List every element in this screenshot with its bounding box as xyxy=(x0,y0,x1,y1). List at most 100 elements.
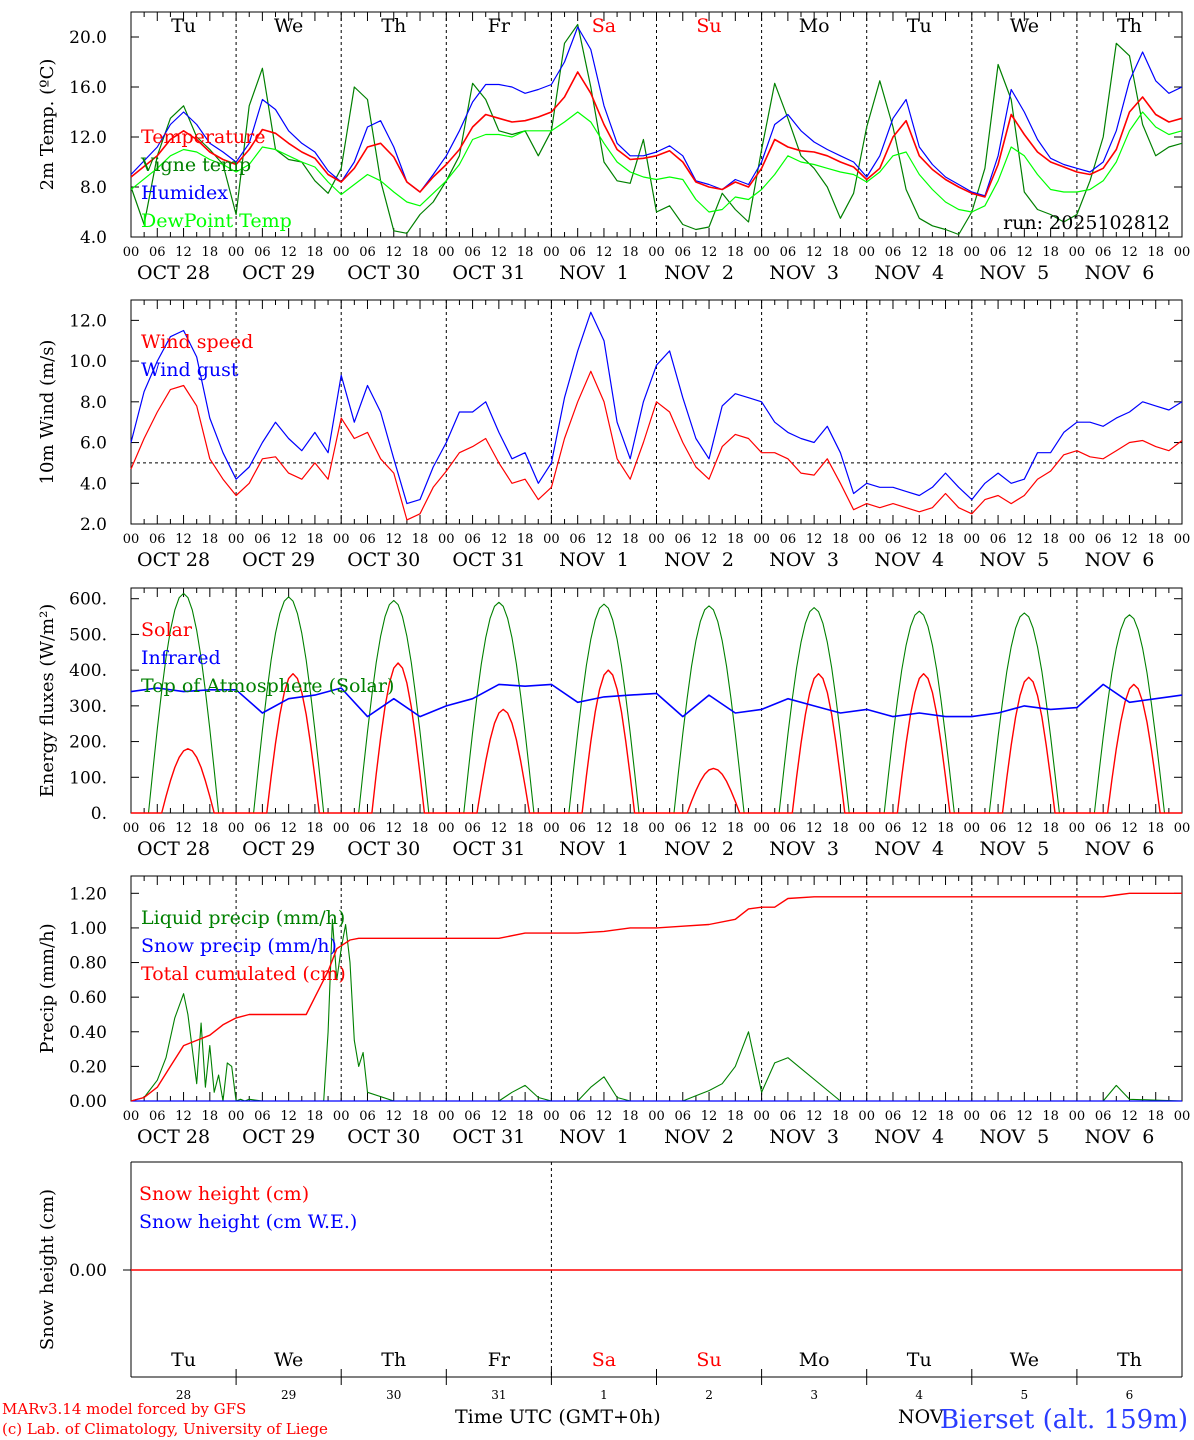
series-dewpoint-temp xyxy=(131,111,1182,213)
hour-tick-label: 18 xyxy=(622,1109,639,1124)
day-label: NOV 6 xyxy=(1085,838,1155,860)
hour-tick-label: 00 xyxy=(1069,245,1086,260)
y-tick-label: 4.0 xyxy=(80,474,107,494)
legend-liquid-precip-mm-h: Liquid precip (mm/h) xyxy=(141,907,345,929)
wind-panel: 2.0 4.0 6.0 8.0 10.0 12.0 10m Wind (m/s) Wind s… xyxy=(37,299,1190,571)
hour-tick-label: 00 xyxy=(858,245,875,260)
panel-frame xyxy=(130,11,1183,238)
hour-tick-label: 00 xyxy=(964,821,981,836)
hour-tick-label: 18 xyxy=(412,532,429,547)
hour-tick-label: 12 xyxy=(806,532,823,547)
y-axis-label: 10m Wind (m/s) xyxy=(37,340,58,485)
hour-tick-label: 06 xyxy=(149,821,166,836)
hour-tick-label: 12 xyxy=(280,532,297,547)
weekday-label: Th xyxy=(381,1349,406,1371)
weekday-label: We xyxy=(1010,15,1039,37)
hour-tick-label: 06 xyxy=(464,821,481,836)
day-number: 6 xyxy=(1126,1388,1134,1402)
series-group xyxy=(131,23,1182,236)
hour-tick-label: 06 xyxy=(675,821,692,836)
hour-tick-label: 00 xyxy=(543,532,560,547)
y-tick-label: 100. xyxy=(69,768,107,788)
day-label: OCT 31 xyxy=(452,838,525,860)
hour-tick-label: 06 xyxy=(990,821,1007,836)
y-tick-label: 4.0 xyxy=(80,228,107,248)
hour-tick-label: 06 xyxy=(675,532,692,547)
hour-tick-label: 00 xyxy=(964,1109,981,1124)
hour-tick-label: 18 xyxy=(1042,245,1059,260)
weekday-label: Tu xyxy=(171,1349,196,1371)
temperature-panel: 4.0 8.0 12.0 16.0 20.0 2m Temp. (ºC) Tu We Th Fr S… xyxy=(37,11,1190,284)
hour-tick-label: 06 xyxy=(780,821,797,836)
day-label: NOV 5 xyxy=(979,549,1049,571)
y-tick-label: 16.0 xyxy=(69,78,107,98)
hour-tick-label: 18 xyxy=(1147,532,1164,547)
day-label: NOV 1 xyxy=(559,838,629,860)
hour-tick-label: 00 xyxy=(228,532,245,547)
weekday-label: Tu xyxy=(907,1349,932,1371)
day-label: OCT 28 xyxy=(137,549,210,571)
hour-tick-label: 12 xyxy=(280,821,297,836)
hour-tick-label: 18 xyxy=(832,245,849,260)
y-tick-label: 0. xyxy=(91,804,107,824)
hour-tick-label: 06 xyxy=(885,821,902,836)
hour-tick-label: 00 xyxy=(1069,1109,1086,1124)
hour-tick-label: 06 xyxy=(464,1109,481,1124)
hour-tick-label: 06 xyxy=(464,532,481,547)
hour-tick-label: 18 xyxy=(1042,1109,1059,1124)
hour-tick-label: 12 xyxy=(280,245,297,260)
hour-tick-label: 00 xyxy=(123,245,140,260)
weekday-label: Th xyxy=(1117,1349,1142,1371)
weekday-label: Th xyxy=(381,15,406,37)
day-number: 1 xyxy=(600,1388,608,1402)
weekday-label: Th xyxy=(1117,15,1142,37)
day-label: OCT 29 xyxy=(242,1126,315,1148)
hour-tick-label: 12 xyxy=(385,1109,402,1124)
y-tick-label: 12.0 xyxy=(69,311,107,331)
hour-tick-label: 00 xyxy=(753,532,770,547)
hour-tick-label: 12 xyxy=(1016,532,1033,547)
hour-tick-label: 06 xyxy=(254,1109,271,1124)
y-tick-label: 600. xyxy=(69,590,107,610)
hour-tick-label: 12 xyxy=(806,1109,823,1124)
day-number: 28 xyxy=(176,1388,191,1402)
day-number: 2 xyxy=(705,1388,713,1402)
y-tick-label: 20.0 xyxy=(69,28,107,48)
day-label: NOV 2 xyxy=(664,262,734,284)
hour-tick-label: 18 xyxy=(832,821,849,836)
day-label: NOV 4 xyxy=(874,549,944,571)
hour-tick-label: 18 xyxy=(1147,821,1164,836)
nov-label: NOV xyxy=(898,1406,944,1428)
hour-tick-label: 00 xyxy=(228,821,245,836)
weekday-label: Mo xyxy=(799,1349,830,1371)
hour-tick-label: 06 xyxy=(1095,821,1112,836)
hour-tick-label: 06 xyxy=(569,1109,586,1124)
hour-tick-label: 00 xyxy=(648,821,665,836)
y-tick-label: 8.0 xyxy=(80,178,107,198)
hour-tick-label: 00 xyxy=(543,245,560,260)
hour-tick-label: 18 xyxy=(307,821,324,836)
hour-tick-label: 18 xyxy=(1147,1109,1164,1124)
day-number: 3 xyxy=(810,1388,818,1402)
hour-tick-label: 12 xyxy=(491,1109,508,1124)
y-tick-label: 0.80 xyxy=(69,954,107,974)
y-tick-label: 12.0 xyxy=(69,128,107,148)
hour-tick-label: 06 xyxy=(1095,245,1112,260)
day-number: 4 xyxy=(915,1388,923,1402)
lab-credit: (c) Lab. of Climatology, University of L… xyxy=(2,1420,328,1438)
y-tick-label: 0.00 xyxy=(69,1092,107,1112)
day-label: NOV 6 xyxy=(1085,262,1155,284)
hour-tick-label: 06 xyxy=(254,821,271,836)
weekday-label: Sa xyxy=(592,15,616,37)
series-vigne-temp xyxy=(131,23,1182,236)
hour-tick-label: 18 xyxy=(517,821,534,836)
hour-tick-label: 06 xyxy=(780,532,797,547)
hour-tick-label: 18 xyxy=(622,532,639,547)
y-tick-label: 2.0 xyxy=(80,515,107,535)
hour-tick-label: 00 xyxy=(123,821,140,836)
y-tick-label: 200. xyxy=(69,733,107,753)
hour-tick-label: 06 xyxy=(464,245,481,260)
day-label: NOV 1 xyxy=(559,549,629,571)
legend-solar: Solar xyxy=(141,619,193,641)
